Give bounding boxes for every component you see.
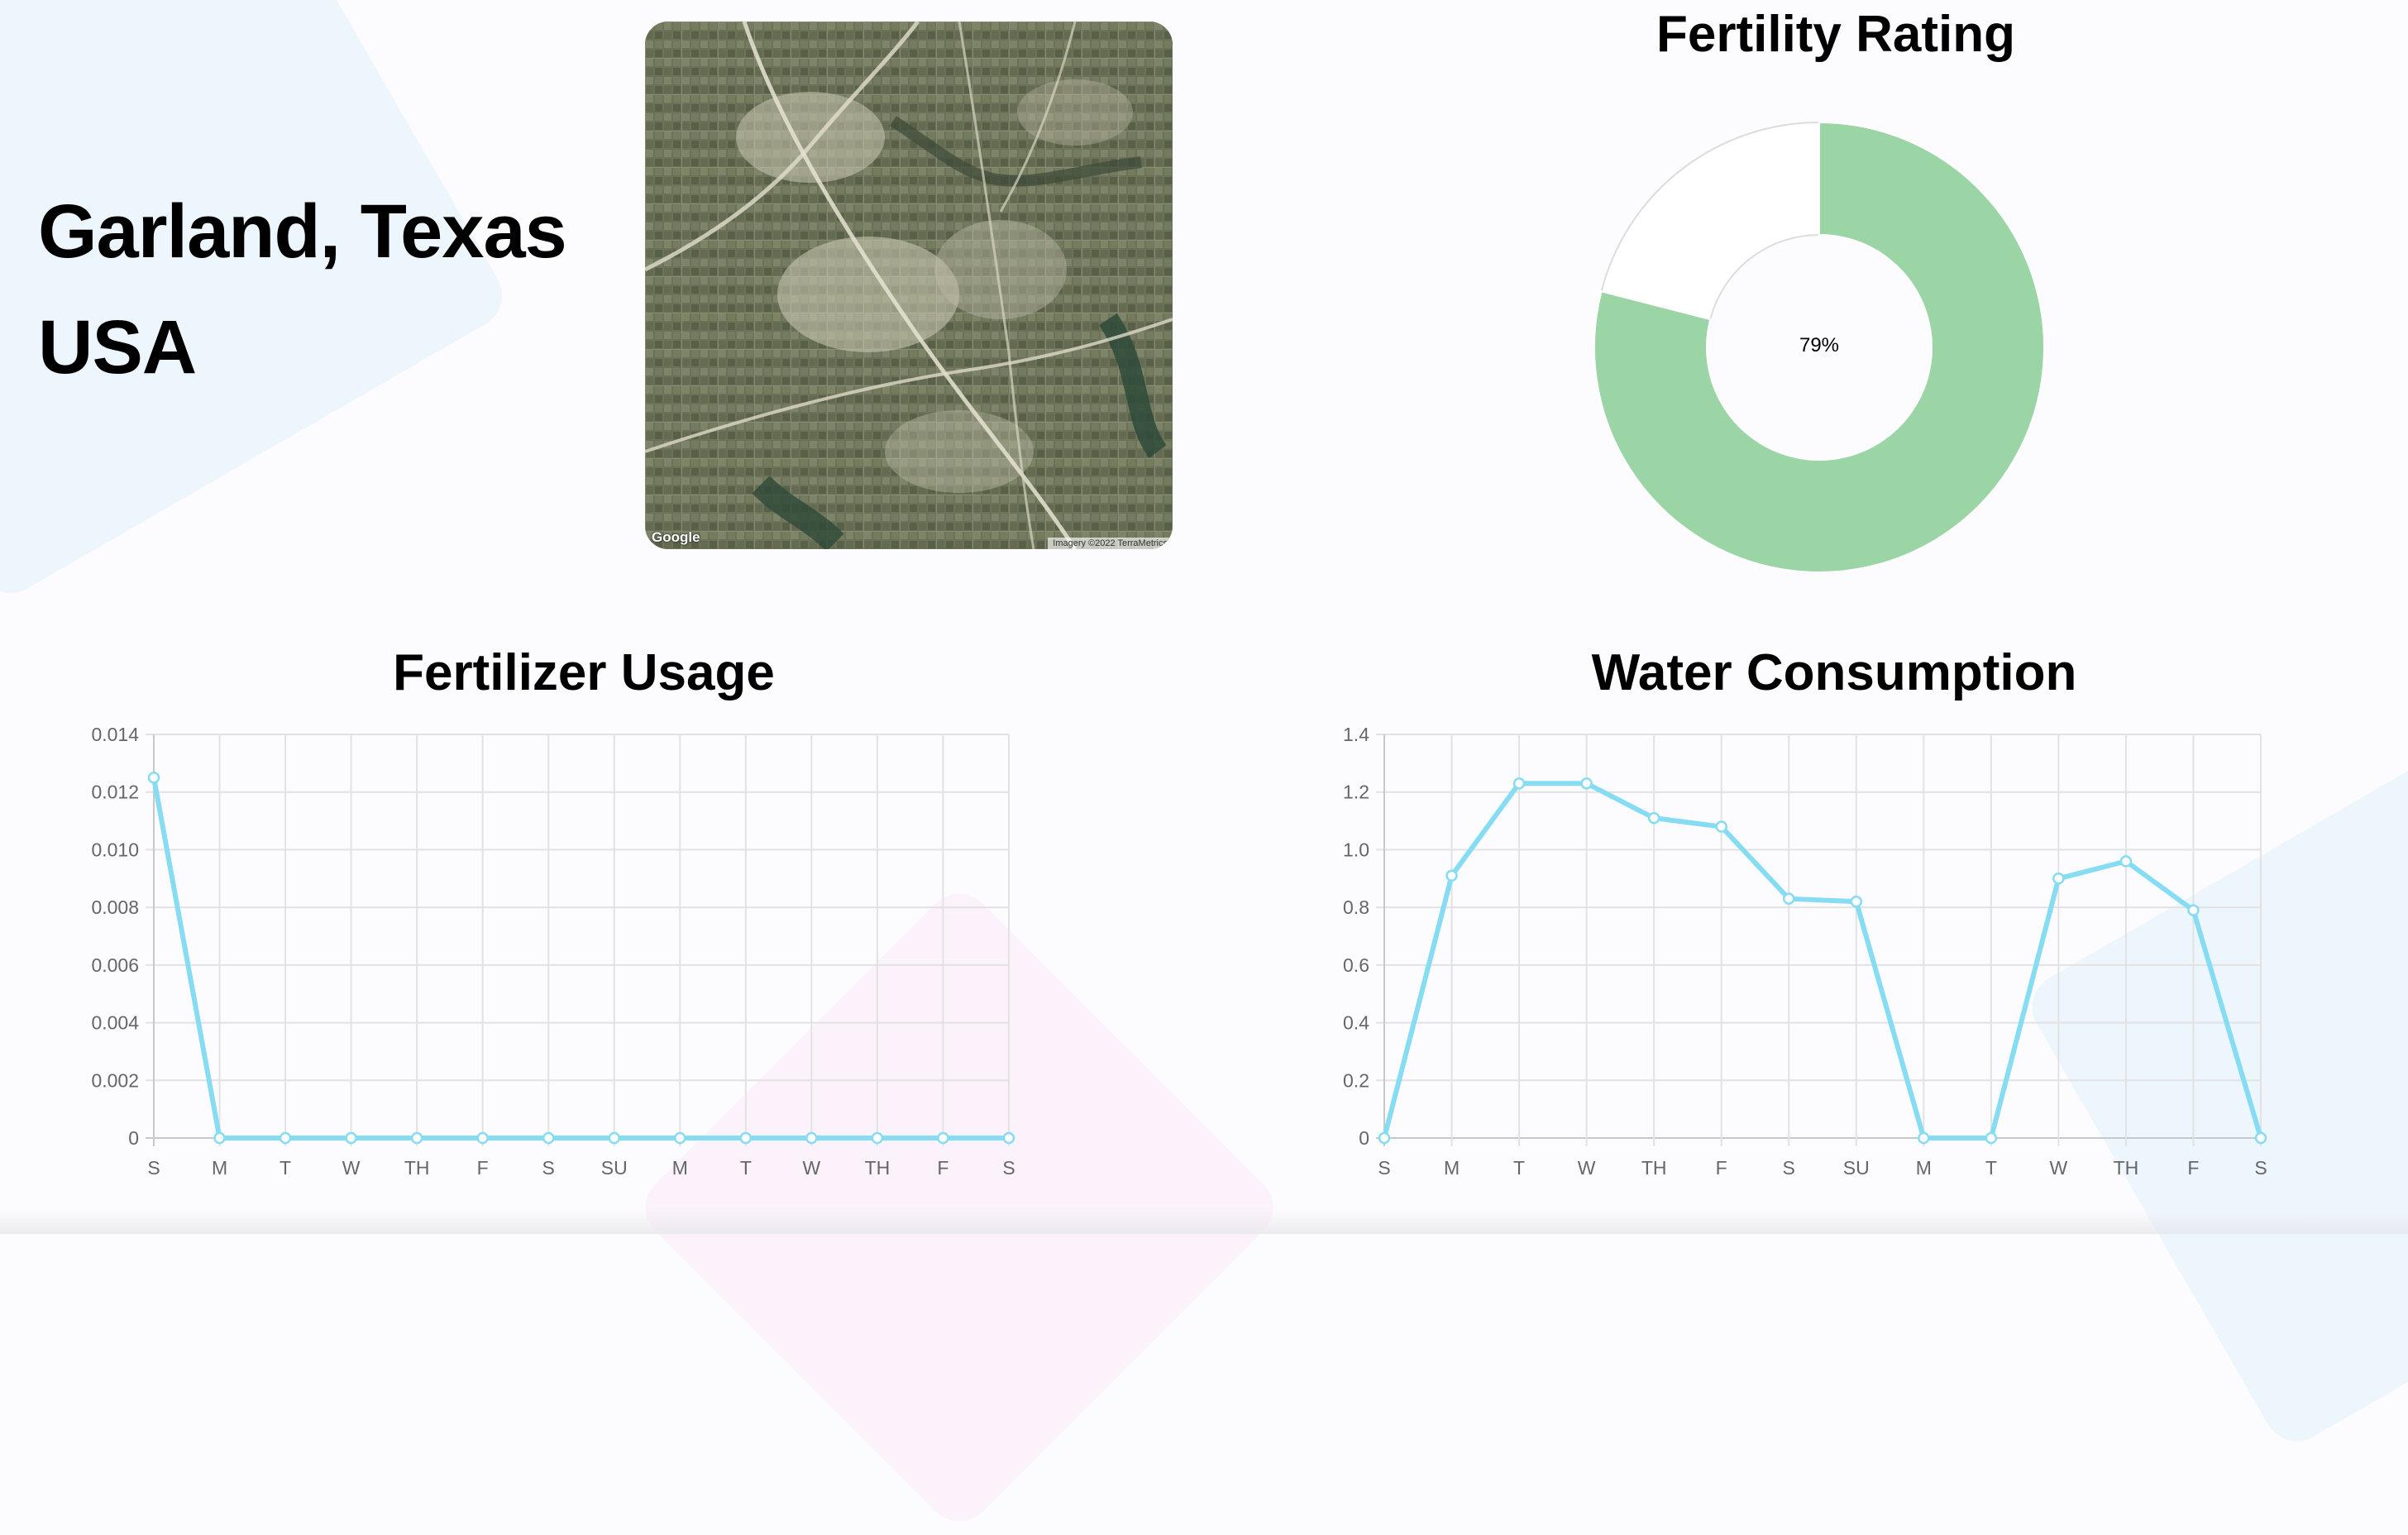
- x-tick-label: S: [1783, 1157, 1795, 1179]
- x-tick-label: S: [2254, 1157, 2267, 1179]
- fertility-percentage: 79%: [1799, 334, 1840, 356]
- x-tick-label: M: [1444, 1157, 1460, 1179]
- data-point: [1782, 892, 1795, 905]
- x-tick-label: F: [2187, 1157, 2199, 1179]
- location-city: Garland, Texas: [38, 189, 567, 274]
- series-line: [1382, 781, 2263, 1140]
- satellite-map[interactable]: Google Imagery ©2022 TerraMetrics: [645, 22, 1173, 549]
- data-point: [871, 1131, 884, 1145]
- location-country: USA: [38, 305, 197, 390]
- data-point: [608, 1131, 621, 1145]
- y-tick-label: 0.006: [91, 954, 139, 976]
- data-point: [2254, 1131, 2267, 1145]
- data-point: [739, 1131, 752, 1145]
- location-title: Garland, Texas USA: [38, 174, 567, 405]
- data-point: [674, 1131, 686, 1145]
- data-point: [279, 1131, 292, 1145]
- y-tick-label: 0.010: [91, 839, 139, 860]
- data-point: [1580, 777, 1593, 790]
- y-tick-label: 0.8: [1343, 897, 1369, 918]
- bottom-shadow: [0, 1209, 2408, 1234]
- data-point: [1647, 811, 1660, 825]
- data-point: [1918, 1131, 1930, 1145]
- y-tick-label: 0.2: [1343, 1069, 1369, 1091]
- y-tick-label: 0.008: [91, 897, 139, 918]
- data-point: [2052, 873, 2065, 885]
- x-tick-label: W: [2050, 1157, 2068, 1179]
- y-tick-label: 1.4: [1343, 724, 1369, 745]
- map-attribution[interactable]: Imagery ©2022 TerraMetrics: [1048, 538, 1173, 549]
- data-point: [2187, 904, 2200, 916]
- data-point: [542, 1131, 555, 1145]
- x-tick-label: T: [1513, 1157, 1525, 1179]
- x-tick-label: SU: [601, 1157, 628, 1179]
- x-tick-label: S: [1002, 1157, 1015, 1179]
- y-tick-label: 1.2: [1343, 782, 1369, 803]
- x-tick-label: SU: [1843, 1157, 1870, 1179]
- data-point: [345, 1131, 357, 1145]
- fertility-rating-title: Fertility Rating: [1656, 6, 2016, 63]
- donut-value-slice: [1593, 121, 2045, 573]
- data-point: [213, 1131, 226, 1145]
- fertilizer-usage-title: Fertilizer Usage: [393, 644, 775, 701]
- donut-remaining-slice: [1600, 121, 1820, 321]
- y-tick-label: 0.4: [1343, 1012, 1369, 1034]
- y-tick-label: 0.6: [1343, 954, 1369, 976]
- y-tick-label: 0: [1359, 1127, 1369, 1149]
- x-tick-label: T: [740, 1157, 752, 1179]
- x-tick-label: W: [803, 1157, 821, 1179]
- x-tick-label: TH: [2114, 1157, 2139, 1179]
- google-logo: Google: [652, 529, 700, 545]
- data-point: [410, 1131, 423, 1145]
- fertility-donut-chart: [1593, 121, 2045, 573]
- x-tick-label: F: [937, 1157, 948, 1179]
- y-tick-label: 0.012: [91, 782, 139, 803]
- data-point: [805, 1131, 818, 1145]
- x-tick-label: TH: [1641, 1157, 1667, 1179]
- x-tick-label: S: [1378, 1157, 1390, 1179]
- x-tick-label: W: [342, 1157, 361, 1179]
- x-tick-label: S: [147, 1157, 160, 1179]
- y-tick-label: 0.004: [91, 1012, 139, 1034]
- data-point: [937, 1131, 949, 1145]
- x-tick-label: TH: [865, 1157, 891, 1179]
- data-point: [1445, 869, 1458, 882]
- water-consumption-title: Water Consumption: [1591, 644, 2077, 701]
- x-tick-label: W: [1578, 1157, 1596, 1179]
- y-tick-label: 1.0: [1343, 839, 1369, 860]
- x-tick-label: F: [477, 1157, 489, 1179]
- x-tick-label: TH: [404, 1157, 430, 1179]
- x-tick-label: S: [542, 1157, 555, 1179]
- line-chart-svg: 0 0.002 0.004 0.006 0.008 0.010 0.012 0.014 S M T W…: [91, 724, 1015, 1179]
- x-tick-label: T: [280, 1157, 291, 1179]
- data-point: [1715, 820, 1727, 833]
- data-point: [476, 1131, 489, 1145]
- data-point: [147, 772, 160, 784]
- data-point: [1985, 1131, 1998, 1145]
- x-tick-label: F: [1716, 1157, 1727, 1179]
- data-point: [1512, 777, 1526, 790]
- x-tick-label: M: [212, 1157, 227, 1179]
- y-tick-label: 0.002: [91, 1069, 139, 1091]
- y-tick-label: 0: [128, 1127, 139, 1149]
- line-chart-svg: 0 0.2 0.4 0.6 0.8 1.0 1.2 1.4 S M T W TH F S SU M T W TH F S: [1343, 724, 2267, 1179]
- data-point: [1850, 895, 1863, 908]
- data-point: [1002, 1131, 1015, 1145]
- series-line: [151, 777, 1009, 1140]
- x-tick-label: M: [1916, 1157, 1932, 1179]
- x-tick-label: M: [672, 1157, 688, 1179]
- satellite-imagery: [645, 22, 1173, 549]
- y-tick-label: 0.014: [91, 724, 139, 745]
- data-point: [1378, 1131, 1391, 1145]
- data-point: [2119, 855, 2133, 868]
- x-tick-label: T: [1985, 1157, 1997, 1179]
